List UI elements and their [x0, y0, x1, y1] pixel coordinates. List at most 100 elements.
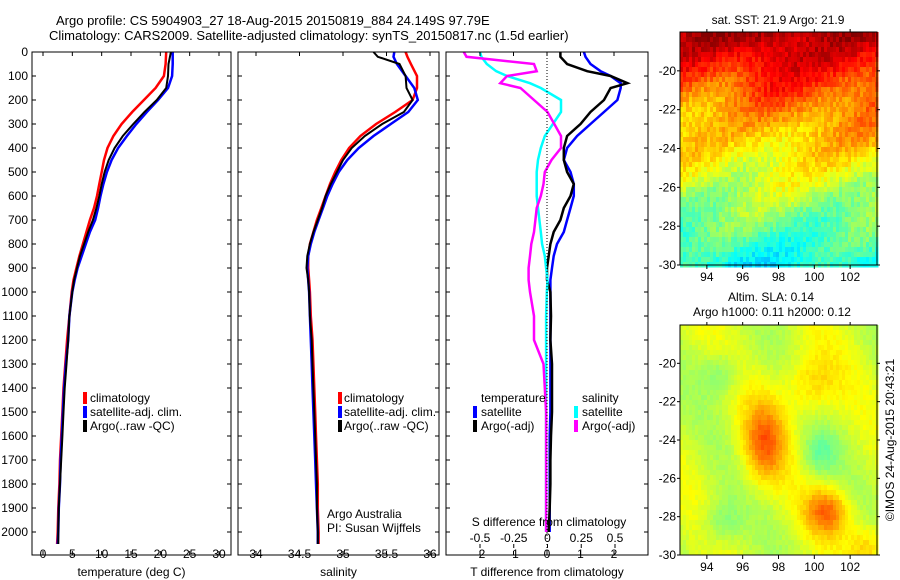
map-cell	[809, 62, 813, 68]
map-cell	[839, 360, 843, 366]
map-cell	[827, 365, 831, 371]
map-cell	[728, 460, 732, 466]
map-cell	[728, 415, 732, 421]
map-cell	[845, 42, 849, 48]
map-cell	[785, 187, 789, 193]
map-cell	[824, 380, 828, 386]
map-cell	[743, 192, 747, 198]
map-cell	[791, 137, 795, 143]
map-cell	[869, 425, 873, 431]
map-cell	[812, 92, 816, 98]
map-cell	[779, 252, 783, 258]
map-cell	[725, 395, 729, 401]
map-cell	[854, 112, 858, 118]
map-cell	[779, 340, 783, 346]
map-cell	[788, 67, 792, 73]
map-cell	[845, 232, 849, 238]
map-cell	[683, 72, 687, 78]
map-cell	[773, 370, 777, 376]
map-cell	[788, 177, 792, 183]
map-cell	[701, 350, 705, 356]
map-cell	[719, 152, 723, 158]
map-cell	[695, 385, 699, 391]
map-cell	[737, 67, 741, 73]
map-cell	[755, 212, 759, 218]
map-cell	[785, 365, 789, 371]
map-cell	[851, 207, 855, 213]
map-cell	[710, 335, 714, 341]
map-cell	[812, 142, 816, 148]
map-cell	[848, 77, 852, 83]
map-cell	[773, 365, 777, 371]
map-cell	[797, 425, 801, 431]
map-cell	[836, 67, 840, 73]
map-cell	[695, 87, 699, 93]
map-cell	[704, 212, 708, 218]
map-cell	[740, 355, 744, 361]
map-cell	[686, 187, 690, 193]
map-cell	[749, 202, 753, 208]
map-cell	[803, 390, 807, 396]
map-cell	[716, 72, 720, 78]
map-cell	[812, 232, 816, 238]
map-cell	[839, 47, 843, 53]
map-cell	[839, 42, 843, 48]
map-cell	[767, 370, 771, 376]
map-cell	[782, 217, 786, 223]
map-cell	[830, 172, 834, 178]
map-cell	[830, 212, 834, 218]
map-cell	[761, 227, 765, 233]
map-cell	[788, 232, 792, 238]
map-cell	[737, 370, 741, 376]
map-cell	[689, 192, 693, 198]
map-cell	[764, 182, 768, 188]
map-cell	[704, 107, 708, 113]
map-cell	[716, 102, 720, 108]
map-cell	[734, 77, 738, 83]
map-cell	[863, 177, 867, 183]
map-cell	[752, 345, 756, 351]
map-cell	[713, 177, 717, 183]
map-cell	[770, 242, 774, 248]
map-cell	[740, 435, 744, 441]
map-cell	[692, 132, 696, 138]
map-cell	[803, 375, 807, 381]
map-cell	[689, 52, 693, 58]
map-cell	[857, 405, 861, 411]
map-cell	[707, 405, 711, 411]
map-cell	[725, 460, 729, 466]
map-cell	[716, 380, 720, 386]
map-cell	[773, 117, 777, 123]
map-cell	[818, 87, 822, 93]
map-cell	[716, 152, 720, 158]
map-cell	[857, 410, 861, 416]
map-cell	[770, 107, 774, 113]
map-cell	[821, 435, 825, 441]
map-cell	[692, 395, 696, 401]
map-cell	[719, 390, 723, 396]
map-cell	[725, 117, 729, 123]
map-cell	[695, 237, 699, 243]
map-cell	[731, 147, 735, 153]
map-cell	[824, 435, 828, 441]
map-cell	[791, 117, 795, 123]
map-cell	[755, 252, 759, 258]
map-cell	[704, 325, 708, 331]
map-cell	[692, 102, 696, 108]
map-cell	[773, 415, 777, 421]
map-cell	[773, 445, 777, 451]
map-cell	[788, 325, 792, 331]
map-cell	[827, 217, 831, 223]
map-cell	[827, 127, 831, 133]
map-cell	[680, 242, 684, 248]
map-cell	[812, 107, 816, 113]
map-cell	[791, 72, 795, 78]
map-cell	[746, 370, 750, 376]
map-cell	[839, 415, 843, 421]
map-cell	[818, 52, 822, 58]
map-cell	[767, 77, 771, 83]
map-cell	[710, 237, 714, 243]
map-cell	[833, 252, 837, 258]
map-cell	[761, 345, 765, 351]
map-cell	[845, 177, 849, 183]
